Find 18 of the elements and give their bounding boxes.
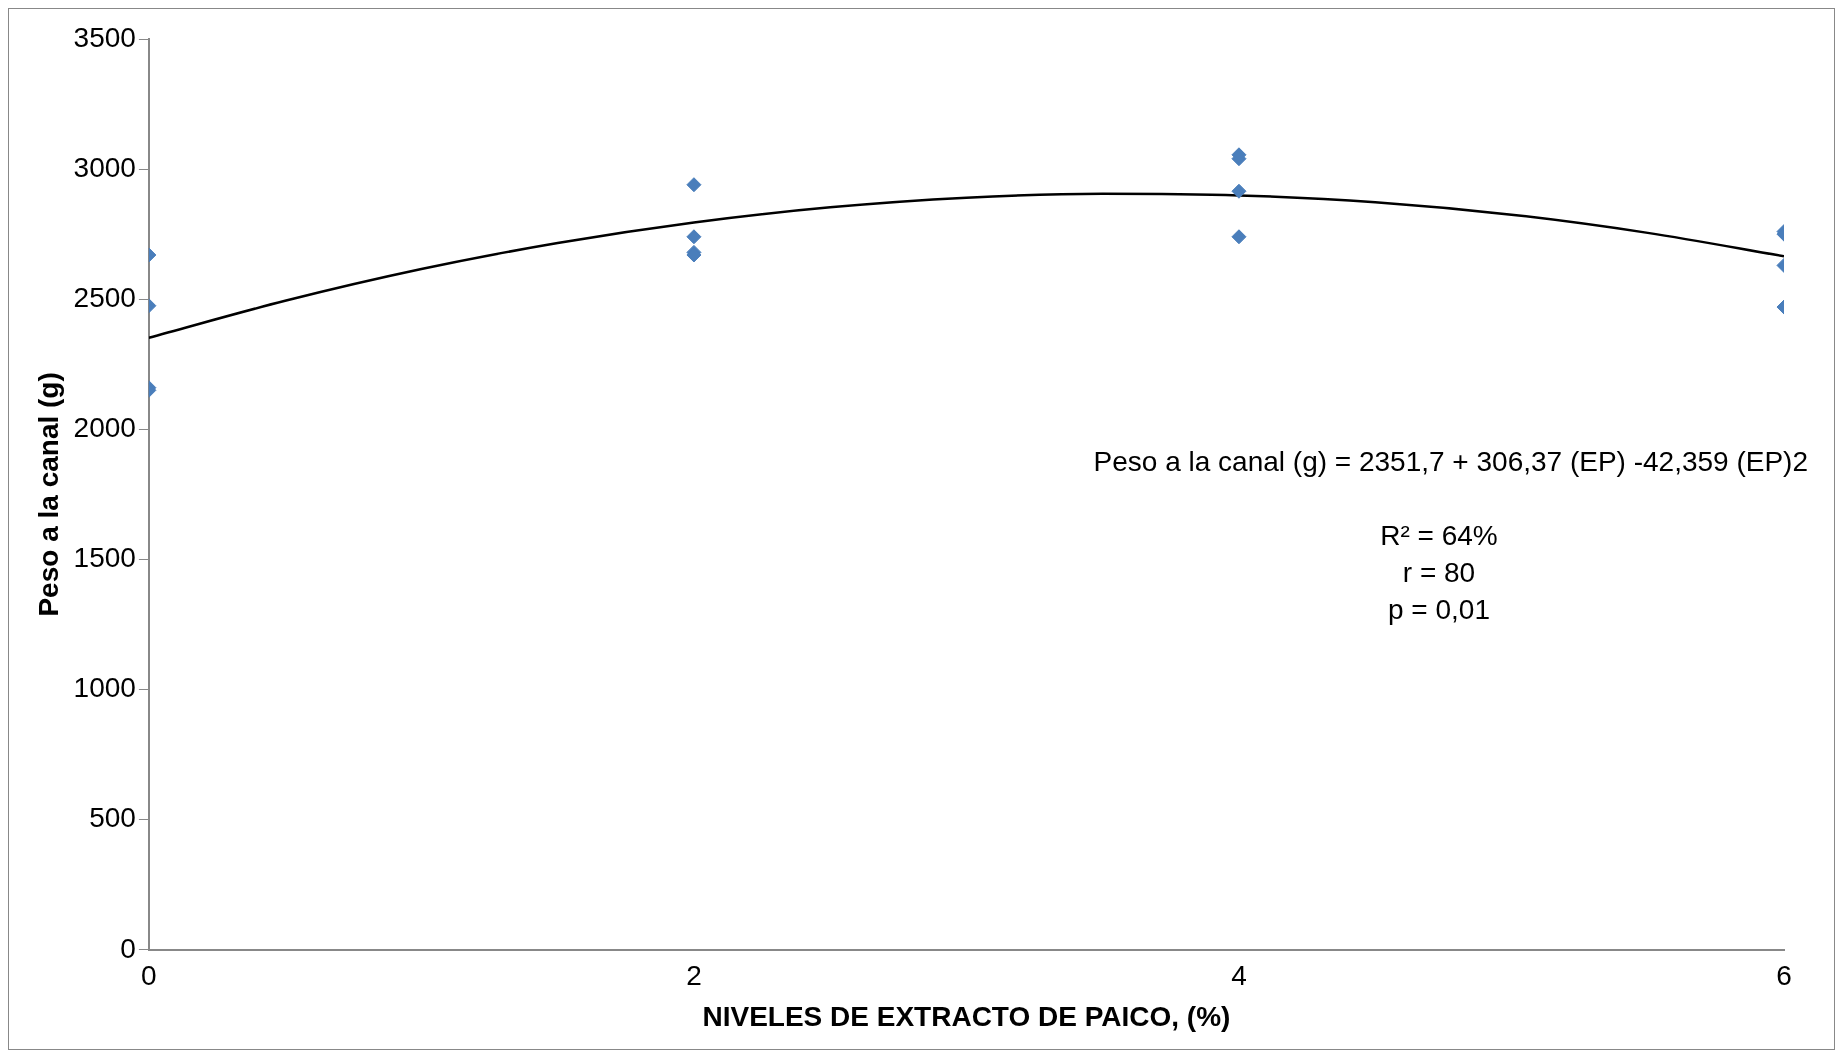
y-tick-label: 2500 <box>73 281 136 313</box>
y-tick-label: 1000 <box>73 672 136 704</box>
y-tick-label: 2000 <box>73 412 136 444</box>
y-tick-label: 500 <box>89 802 136 834</box>
x-tick-label: 0 <box>141 960 157 992</box>
x-tick-label: 4 <box>1231 960 1247 992</box>
y-tick-label: 1500 <box>73 542 136 574</box>
x-axis-title: NIVELES DE EXTRACTO DE PAICO, (%) <box>702 1000 1231 1032</box>
y-axis-title: Peso a la canal (g) <box>32 372 64 617</box>
y-tick-label: 0 <box>120 932 136 964</box>
annotation: p = 0,01 <box>1388 593 1490 625</box>
y-tick-label: 3500 <box>73 21 136 53</box>
annotation: r = 80 <box>1402 556 1476 588</box>
x-tick-label: 6 <box>1776 960 1792 992</box>
annotation: R² = 64% <box>1380 519 1498 551</box>
y-tick-label: 3000 <box>73 151 136 183</box>
annotation: Peso a la canal (g) = 2351,7 + 306,37 (EP) -42,359 (EP)2 <box>1093 445 1808 477</box>
x-tick-label: 2 <box>686 960 702 992</box>
